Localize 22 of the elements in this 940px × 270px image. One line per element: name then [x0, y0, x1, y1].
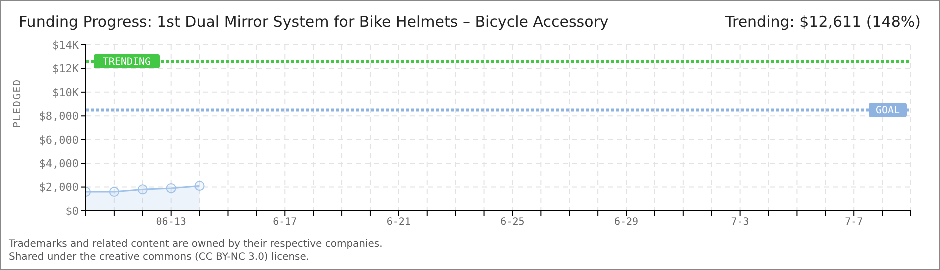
- chart-title: Funding Progress: 1st Dual Mirror System for Bike Helmets – Bicycle Accessory: [19, 13, 609, 31]
- y-axis-title: PLEDGED: [12, 78, 24, 128]
- y-tick-label: $4,000: [39, 157, 79, 170]
- text: Shared under the creative commons (CC BY-NC 3.0) license.: [9, 252, 310, 263]
- x-tick-label: 6-21: [386, 217, 411, 228]
- x-tick-label: 7-3: [731, 217, 750, 228]
- x-tick-label: 6-25: [500, 217, 525, 228]
- y-tick-label: $14K: [52, 38, 80, 52]
- y-tick-label: $12K: [52, 62, 80, 76]
- text: Trademarks and related content are owned by their respective companies.: [9, 239, 383, 250]
- ref-line-label: GOAL: [876, 106, 900, 117]
- ref-line-label: TRENDING: [102, 56, 152, 68]
- x-tick-label: 06-13: [156, 217, 186, 228]
- x-tick-label: 6-17: [273, 217, 298, 228]
- y-tick-label: $8,000: [39, 110, 79, 124]
- x-tick-label: 7-7: [845, 217, 864, 228]
- chart-subtitle: Trending: $12,611 (148%): [726, 13, 921, 31]
- y-tick-label: $6,000: [39, 134, 79, 147]
- y-tick-label: $2,000: [39, 181, 79, 194]
- x-tick-label: 6-29: [614, 217, 639, 228]
- y-tick-label: $0: [66, 204, 79, 218]
- y-tick-label: $10K: [52, 86, 80, 100]
